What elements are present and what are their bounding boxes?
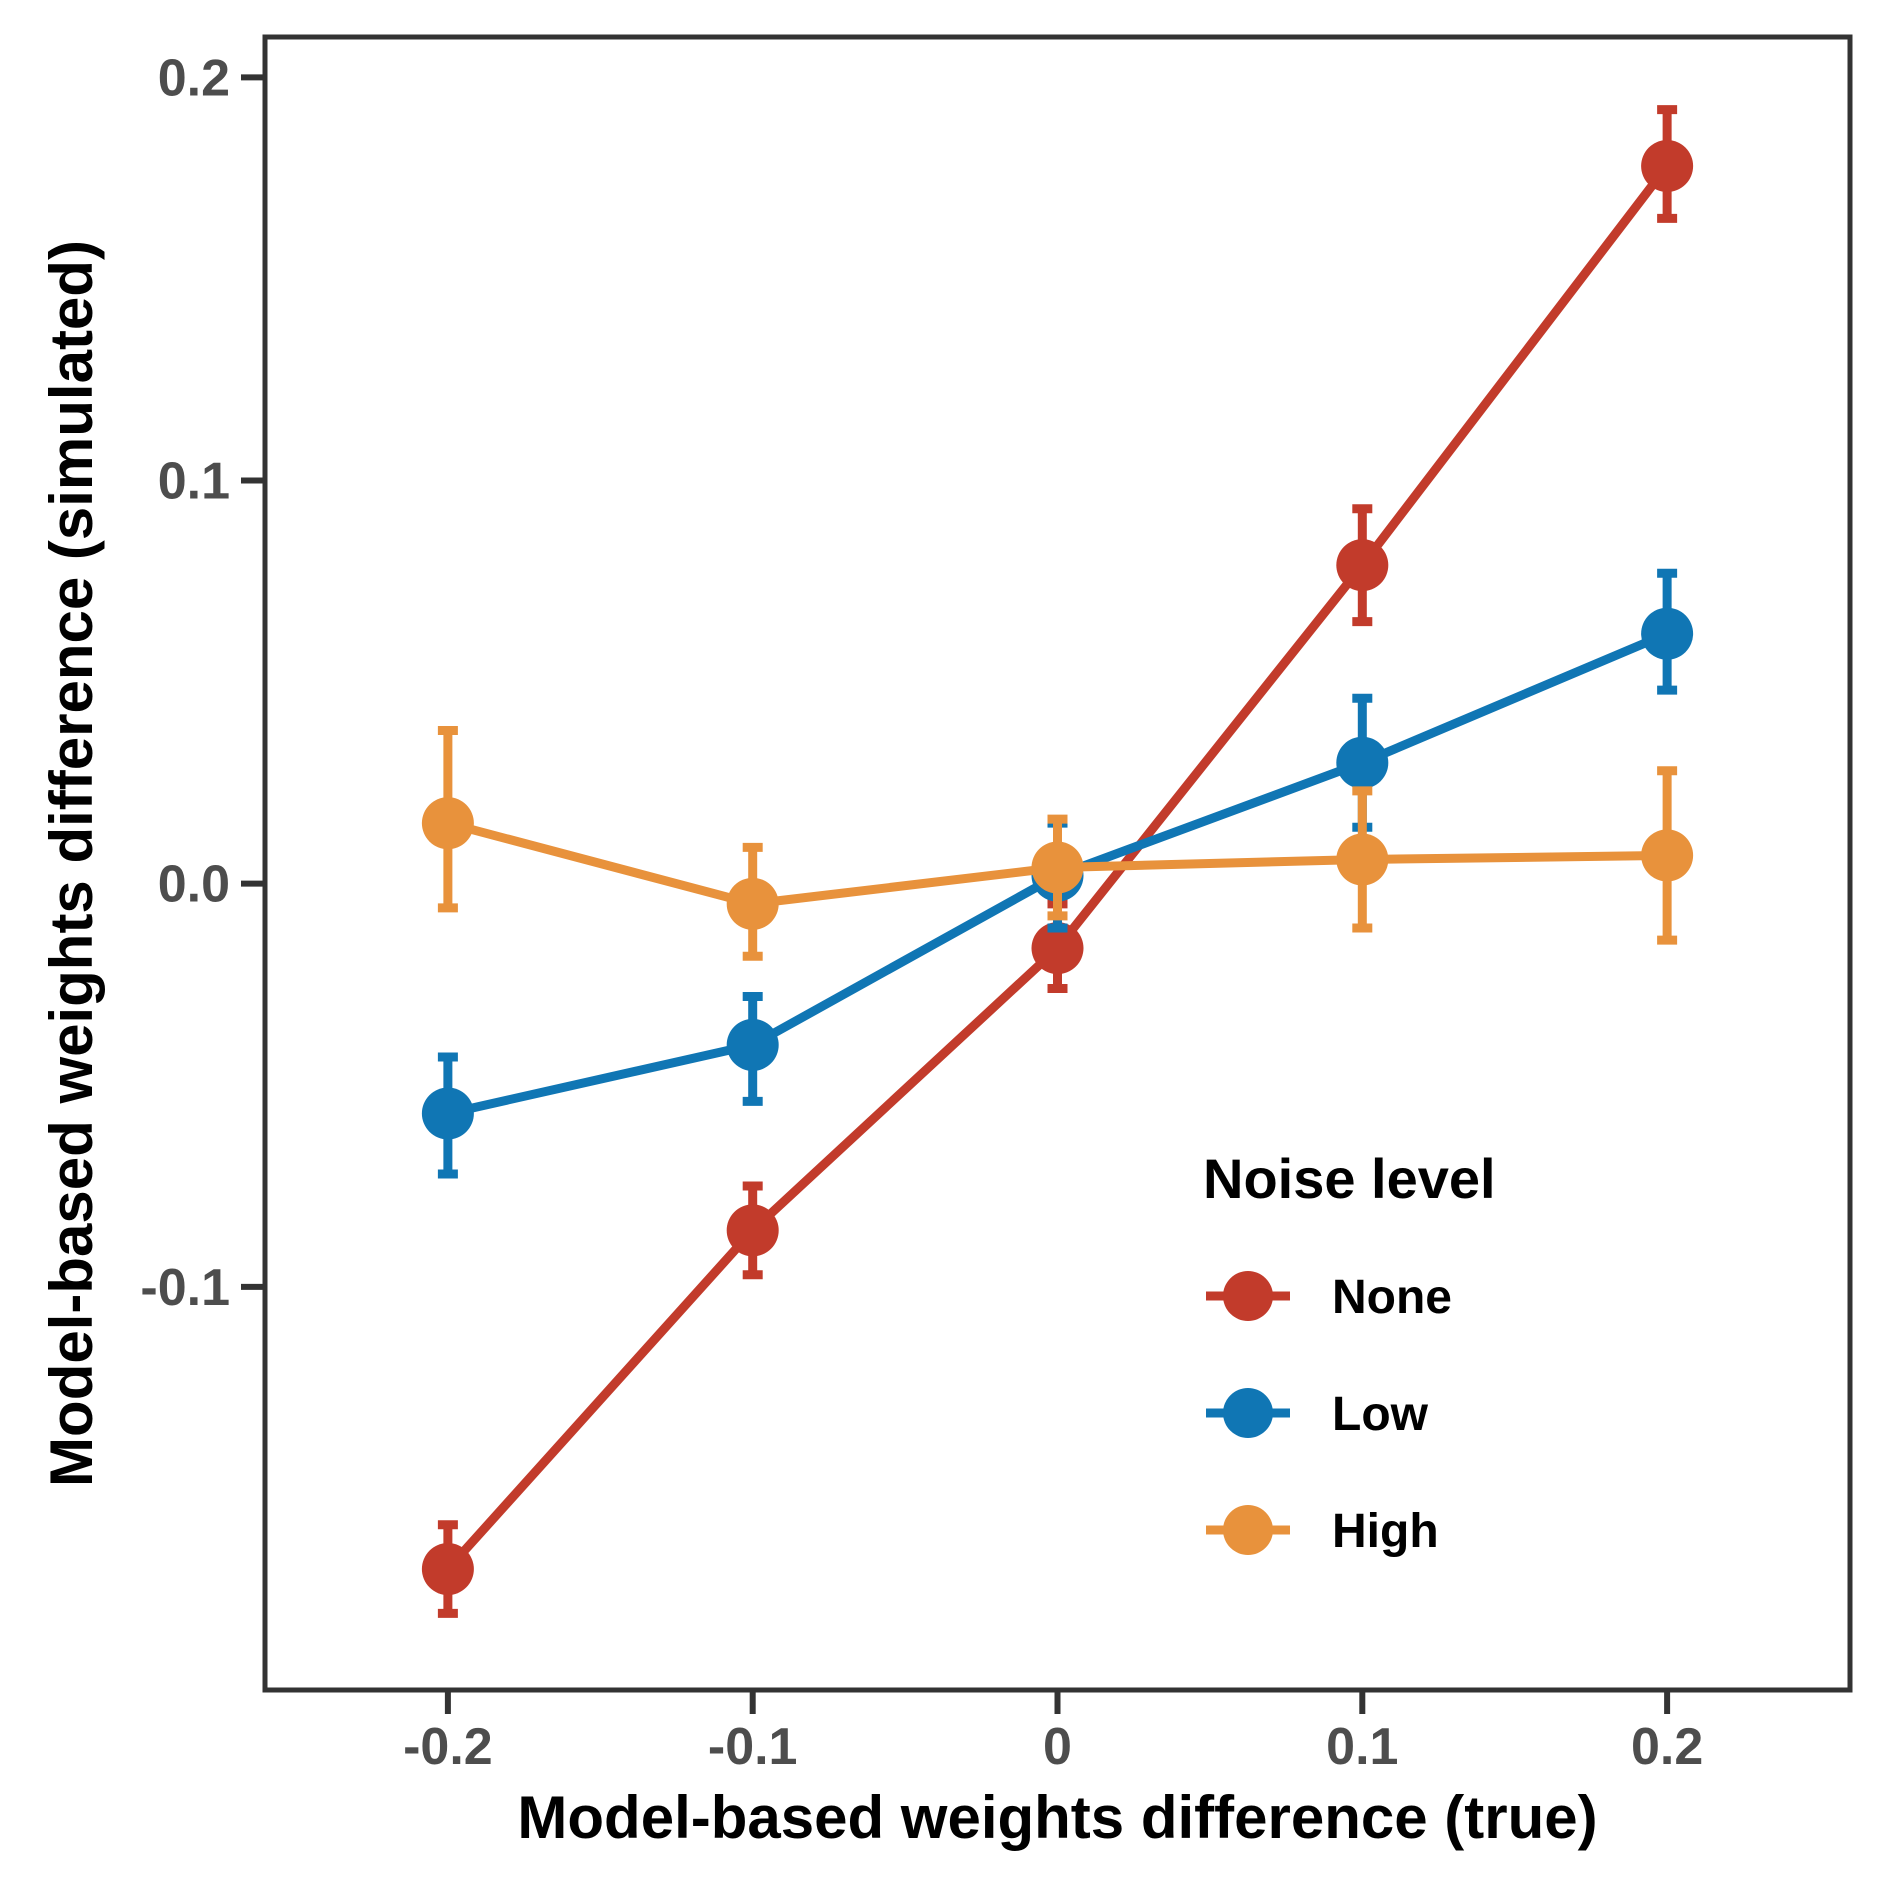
legend-label-none: None: [1332, 1271, 1452, 1324]
data-point-high-4: [1641, 829, 1694, 882]
data-point-high-1: [726, 877, 779, 930]
legend-label-low: Low: [1332, 1388, 1429, 1441]
data-point-none-3: [1336, 539, 1389, 592]
x-tick-label: 0.1: [1326, 1718, 1398, 1776]
data-point-low-1: [726, 1018, 779, 1071]
x-axis-title: Model-based weights difference (true): [517, 1784, 1597, 1851]
x-tick-label: 0.2: [1631, 1718, 1703, 1776]
x-tick-label: -0.2: [403, 1718, 493, 1776]
legend-key-point-none: [1223, 1271, 1273, 1321]
data-point-none-2: [1031, 922, 1084, 975]
legend-title: Noise level: [1203, 1147, 1496, 1210]
legend-key-point-low: [1223, 1388, 1273, 1438]
data-point-none-0: [421, 1543, 474, 1596]
data-point-none-1: [726, 1204, 779, 1257]
data-point-high-0: [421, 797, 474, 850]
data-point-high-2: [1031, 841, 1084, 894]
y-tick-label: 0.0: [158, 856, 230, 914]
data-point-high-3: [1336, 833, 1389, 886]
data-point-low-4: [1641, 607, 1694, 660]
y-axis-title: Model-based weights difference (simulate…: [38, 240, 105, 1487]
y-tick-label: -0.1: [140, 1259, 230, 1317]
data-point-low-3: [1336, 736, 1389, 789]
x-tick-label: -0.1: [708, 1718, 798, 1776]
data-point-low-0: [421, 1087, 474, 1140]
legend-key-point-high: [1223, 1505, 1273, 1555]
legend-label-high: High: [1332, 1505, 1439, 1558]
y-tick-label: 0.2: [158, 49, 230, 107]
x-tick-label: 0: [1043, 1718, 1072, 1776]
data-point-none-4: [1641, 140, 1694, 193]
y-tick-label: 0.1: [158, 452, 230, 510]
